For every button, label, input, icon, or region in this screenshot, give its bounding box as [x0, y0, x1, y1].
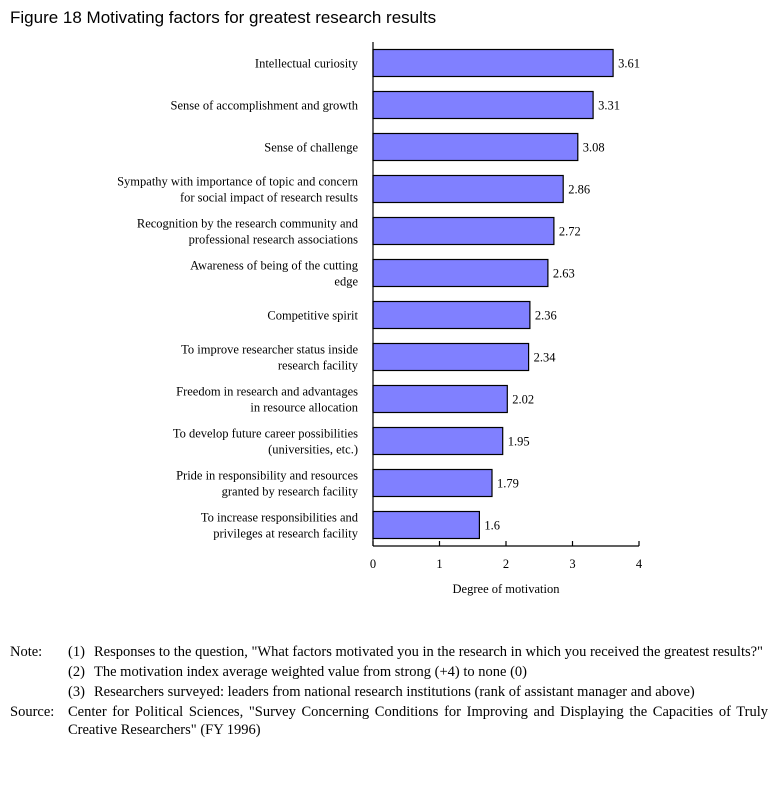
category-label: Awareness of being of the cutting — [190, 259, 359, 273]
bar-value-label: 3.61 — [618, 57, 640, 71]
category-label: Pride in responsibility and resources — [176, 469, 358, 483]
bar-value-label: 2.86 — [568, 183, 590, 197]
bar-chart: 3.61 Intellectual curiosity 3.31 Sense of a… — [117, 42, 643, 596]
category-label: Intellectual curiosity — [255, 57, 359, 71]
category-label: Sense of challenge — [264, 141, 358, 155]
category-label: in resource allocation — [250, 401, 358, 415]
bar — [372, 426, 504, 456]
note-spacer — [10, 663, 68, 681]
note-3: (3) Researchers surveyed: leaders from n… — [10, 683, 768, 701]
bar-value-label: 3.31 — [598, 99, 620, 113]
bar-value-label: 1.95 — [508, 435, 530, 449]
bar-value-label: 2.63 — [553, 267, 575, 281]
note-text: The motivation index average weighted va… — [94, 664, 527, 680]
note-spacer — [10, 683, 68, 701]
category-label: Freedom in research and advantages — [176, 385, 358, 399]
category-label: Sympathy with importance of topic and co… — [117, 175, 359, 189]
figure-title: Figure 18 Motivating factors for greates… — [10, 8, 437, 27]
bar-value-label: 2.36 — [535, 309, 557, 323]
note-number: (3) — [68, 684, 85, 700]
category-label: professional research associations — [189, 233, 359, 247]
category-label: research facility — [278, 359, 359, 373]
category-label: Recognition by the research community an… — [137, 217, 359, 231]
category-label: To improve researcher status inside — [181, 343, 358, 357]
bar — [372, 90, 594, 120]
x-axis-label: Degree of motivation — [453, 582, 561, 596]
category-label: for social impact of research results — [180, 191, 358, 205]
category-label: granted by research facility — [222, 485, 359, 499]
category-label: To develop future career possibilities — [173, 427, 358, 441]
note-text: Responses to the question, "What factors… — [94, 644, 763, 660]
bar — [372, 510, 481, 540]
category-label: (universities, etc.) — [268, 443, 358, 457]
x-tick-label: 4 — [636, 557, 643, 571]
bar-value-label: 2.34 — [534, 351, 557, 365]
note-label: Note: — [10, 644, 43, 660]
bar-value-label: 1.6 — [484, 519, 500, 533]
bar-value-label: 2.02 — [512, 393, 534, 407]
x-tick-label: 1 — [436, 557, 442, 571]
bar — [372, 468, 493, 498]
note-2: (2) The motivation index average weighte… — [10, 663, 768, 681]
bar — [372, 174, 564, 204]
bar — [372, 48, 614, 78]
bar-value-label: 3.08 — [583, 141, 605, 155]
category-label: Competitive spirit — [267, 309, 358, 323]
category-label: To increase responsibilities and — [201, 511, 359, 525]
bar — [372, 300, 531, 330]
x-tick-label: 0 — [370, 557, 376, 571]
bar — [372, 132, 579, 162]
bar — [372, 258, 549, 288]
source-row: Source: Center for Political Sciences, "… — [10, 703, 768, 739]
category-label: edge — [334, 275, 358, 289]
x-tick-label: 2 — [503, 557, 509, 571]
bar — [372, 384, 508, 414]
category-label: privileges at research facility — [213, 527, 358, 541]
source-label: Source: — [10, 704, 55, 720]
category-label: Sense of accomplishment and growth — [171, 99, 359, 113]
note-number: (1) — [68, 644, 85, 660]
bar — [372, 216, 555, 246]
bar — [372, 342, 530, 372]
x-tick-label: 3 — [569, 557, 575, 571]
bar-value-label: 1.79 — [497, 477, 519, 491]
notes-section: Note: (1) Responses to the question, "Wh… — [10, 643, 768, 739]
note-number: (2) — [68, 664, 85, 680]
note-1: Note: (1) Responses to the question, "Wh… — [10, 643, 768, 661]
note-text: Researchers surveyed: leaders from natio… — [94, 684, 695, 700]
bar-value-label: 2.72 — [559, 225, 581, 239]
source-text: Center for Political Sciences, "Survey C… — [68, 704, 768, 738]
